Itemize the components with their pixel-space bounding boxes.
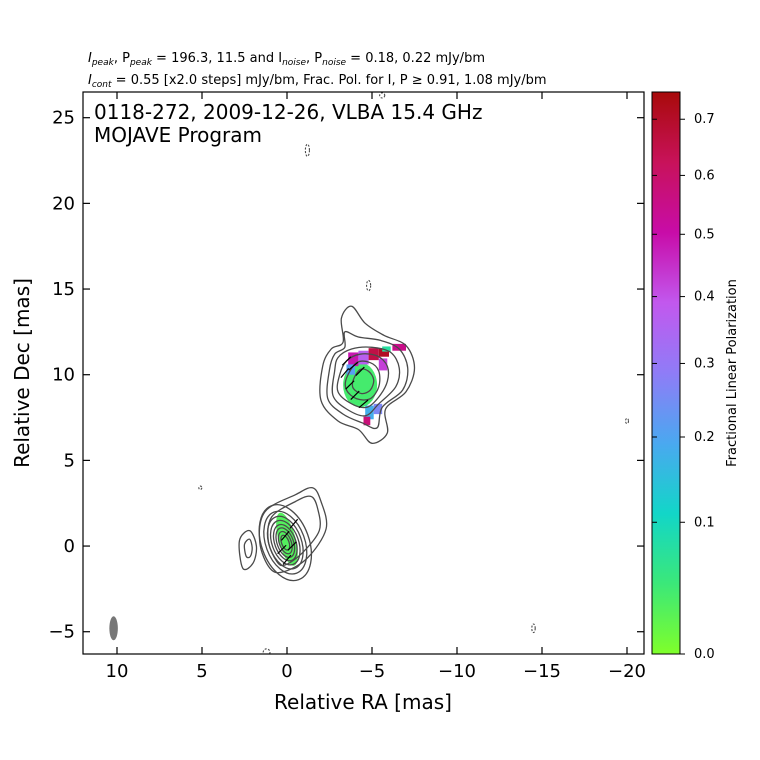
polarization-vector: [345, 380, 355, 390]
contour-ellipse: [275, 527, 296, 559]
y-tick-label: −5: [48, 622, 75, 643]
polarization-cell: [363, 416, 371, 426]
y-axis-label: Relative Dec [mas]: [10, 278, 34, 468]
polarization-vector: [289, 518, 299, 529]
negative-contour: [262, 648, 271, 654]
polarization-vector: [287, 541, 297, 551]
polarization-vector: [280, 530, 290, 541]
header-line-2: Icont = 0.55 [x2.0 steps] mJy/bm, Frac. …: [88, 73, 547, 90]
negative-contour: [198, 485, 203, 491]
contour-ellipse: [269, 519, 301, 566]
polarization-cell: [378, 348, 389, 357]
negative-contour: [304, 143, 310, 157]
polarization-vector: [348, 361, 359, 371]
contour-line: [351, 368, 375, 395]
x-tick-label: 10: [106, 661, 129, 682]
polarization-vector: [355, 366, 365, 376]
y-tick-label: 15: [52, 279, 75, 300]
colorbar-tick-label: 0.5: [694, 227, 715, 242]
polarization-core: [276, 512, 298, 566]
y-tick-label: 25: [52, 108, 75, 129]
contour-line: [319, 305, 416, 444]
axis-ticks: 10 5 0 −5 −10 −15 −20 −5 0 5 10 15 20 25: [48, 92, 646, 682]
negative-contour: [379, 92, 386, 99]
negative-contour: [624, 417, 630, 425]
polarization-cell: [365, 405, 374, 420]
x-axis-label: Relative RA [mas]: [274, 690, 452, 714]
polarization-vector: [350, 390, 360, 400]
polarization-vector: [341, 356, 352, 366]
x-tick-label: −15: [523, 661, 561, 682]
polarization-cell: [392, 343, 406, 351]
contour-ellipse: [266, 515, 304, 570]
polarization-cell: [348, 352, 359, 367]
y-tick-label: 10: [52, 365, 75, 386]
polarization-vector: [358, 399, 369, 409]
contour-line: [326, 330, 409, 430]
polarization-cell: [378, 358, 388, 371]
contour-line: [336, 353, 390, 409]
contour-ellipse: [277, 530, 293, 555]
polarization-vector: [340, 368, 350, 378]
polarization-cell: [358, 350, 369, 365]
y-tick-label: 5: [64, 450, 75, 471]
contour-line: [344, 360, 381, 401]
colorbar-label: Fractional Linear Polarization: [725, 279, 740, 467]
y-tick-label: 0: [64, 536, 75, 557]
contour-ellipse: [272, 523, 298, 562]
colorbar-tick-label: 0.7: [694, 112, 715, 127]
plot-frame: [82, 91, 645, 655]
annotation-line-2: MOJAVE Program: [94, 123, 262, 147]
colorbar-tick-label: 0.2: [694, 430, 715, 445]
colorbar-tick-label: 0.6: [694, 168, 715, 183]
polarization-cell: [373, 403, 383, 415]
colorbar: [651, 91, 681, 655]
y-tick-label: 20: [52, 193, 75, 214]
negative-contour: [531, 623, 536, 634]
colorbar-tick-label: 0.0: [694, 647, 715, 662]
annotation-line-1: 0118-272, 2009-12-26, VLBA 15.4 GHz: [94, 100, 482, 124]
negative-contour: [366, 279, 372, 292]
x-tick-label: 0: [281, 661, 292, 682]
header-line-1: Ipeak, Ppeak = 196.3, 11.5 and Inoise, P…: [88, 51, 485, 68]
contour-line: [331, 346, 401, 417]
contour-ellipse: [258, 504, 313, 582]
beam-ellipse: [109, 616, 118, 641]
colorbar-tick-label: 0.1: [694, 515, 715, 530]
colorbar-tick-label: 0.3: [694, 356, 715, 371]
contour-ellipse: [263, 510, 308, 575]
x-tick-label: 5: [196, 661, 207, 682]
polarization-cell: [382, 346, 391, 352]
contour-line: [243, 538, 253, 559]
colorbar-tick-label: 0.4: [694, 290, 715, 305]
colorbar-ticks: 0.0 0.1 0.2 0.3 0.4 0.5 0.6 0.7: [652, 112, 715, 662]
plot-area: [109, 92, 630, 654]
x-tick-label: −10: [438, 661, 476, 682]
x-tick-label: −5: [359, 661, 386, 682]
polarization-vector: [282, 554, 292, 565]
polarization-vector: [277, 544, 287, 555]
contour-line: [238, 529, 258, 571]
x-tick-label: −20: [608, 661, 646, 682]
